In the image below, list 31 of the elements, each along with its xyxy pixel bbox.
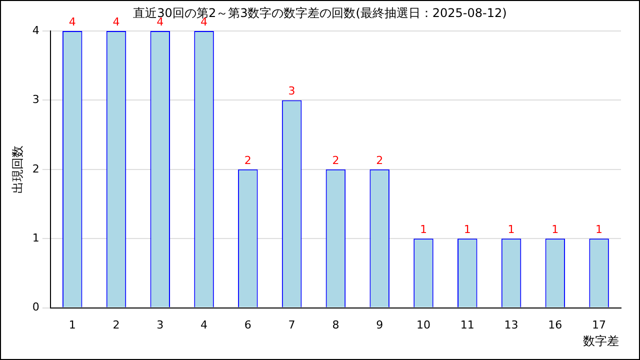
y-tick-label: 3	[32, 93, 40, 106]
data-label: 3	[288, 84, 296, 98]
data-label: 1	[464, 222, 471, 236]
data-label: 1	[596, 222, 603, 236]
data-label: 1	[552, 222, 559, 236]
data-label: 2	[376, 154, 384, 167]
x-tick-label: 8	[332, 318, 340, 332]
x-tick-label: 1	[68, 318, 76, 332]
x-axis-title: 数字差	[583, 333, 619, 350]
y-tick-label: 4	[32, 24, 40, 37]
data-label: 2	[332, 154, 340, 167]
x-tick-label: 16	[548, 318, 562, 332]
x-tick-label: 11	[460, 318, 474, 332]
data-label: 4	[68, 15, 76, 28]
y-axis-title: 出現回数	[10, 145, 24, 194]
data-label: 1	[420, 222, 427, 236]
x-tick-label: 10	[416, 318, 430, 332]
data-label: 4	[112, 15, 120, 28]
x-tick-label: 17	[592, 318, 606, 332]
x-tick-label: 6	[244, 318, 252, 332]
data-label: 2	[244, 154, 252, 167]
x-tick-label: 3	[156, 318, 164, 332]
x-tick-label: 2	[112, 318, 120, 332]
x-tick-label: 4	[200, 318, 208, 332]
data-label: 1	[508, 222, 515, 236]
y-tick-label: 2	[32, 162, 40, 176]
y-tick-label: 0	[32, 300, 40, 314]
x-tick-label: 7	[288, 318, 296, 332]
x-tick-label: 9	[376, 318, 384, 332]
x-tick-label: 13	[504, 318, 518, 332]
y-tick-label: 1	[32, 231, 40, 244]
